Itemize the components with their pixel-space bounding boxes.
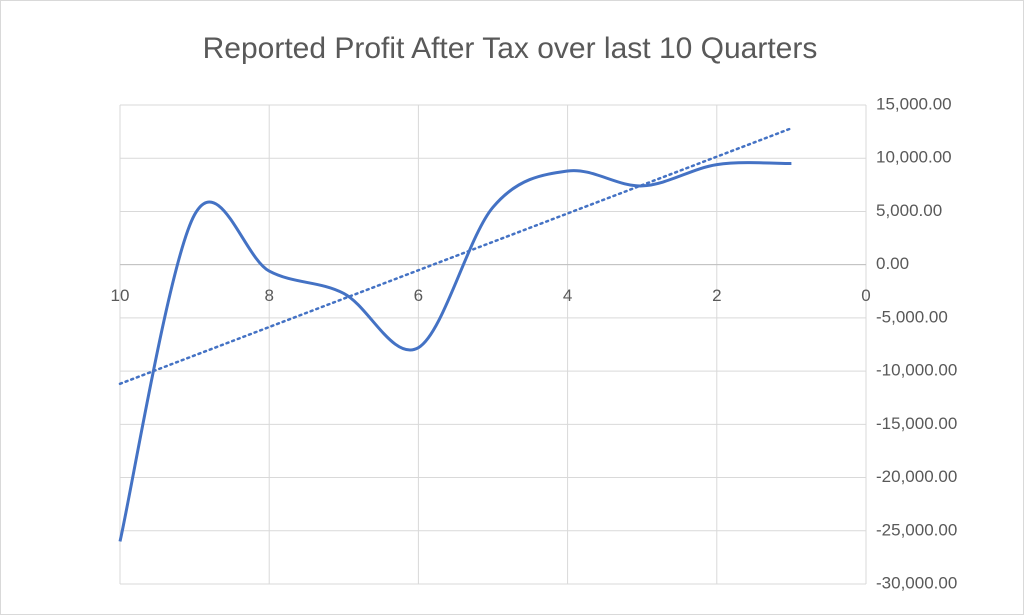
x-tick-label: 10: [111, 286, 130, 305]
trendline: [118, 127, 793, 386]
y-tick-label: 5,000.00: [876, 201, 942, 220]
y-tick-label: -25,000.00: [876, 520, 957, 539]
y-tick-label: -15,000.00: [876, 414, 957, 433]
series-line: [118, 161, 792, 542]
plot: [118, 127, 793, 542]
y-tick-label: -10,000.00: [876, 361, 957, 380]
y-tick-label: 10,000.00: [876, 148, 952, 167]
x-tick-label: 2: [712, 286, 721, 305]
y-tick-label: -20,000.00: [876, 467, 957, 486]
x-tick-label: 4: [563, 286, 572, 305]
y-tick-label: -30,000.00: [876, 573, 957, 592]
y-tick-label: -5,000.00: [876, 307, 948, 326]
grid: [119, 104, 867, 585]
x-tick-label: 0: [861, 286, 870, 305]
y-tick-label: 15,000.00: [876, 94, 952, 113]
y-tick-label: 0.00: [876, 254, 909, 273]
chart-title: Reported Profit After Tax over last 10 Q…: [203, 32, 818, 65]
x-tick-label: 6: [414, 286, 423, 305]
x-tick-label: 8: [264, 286, 273, 305]
